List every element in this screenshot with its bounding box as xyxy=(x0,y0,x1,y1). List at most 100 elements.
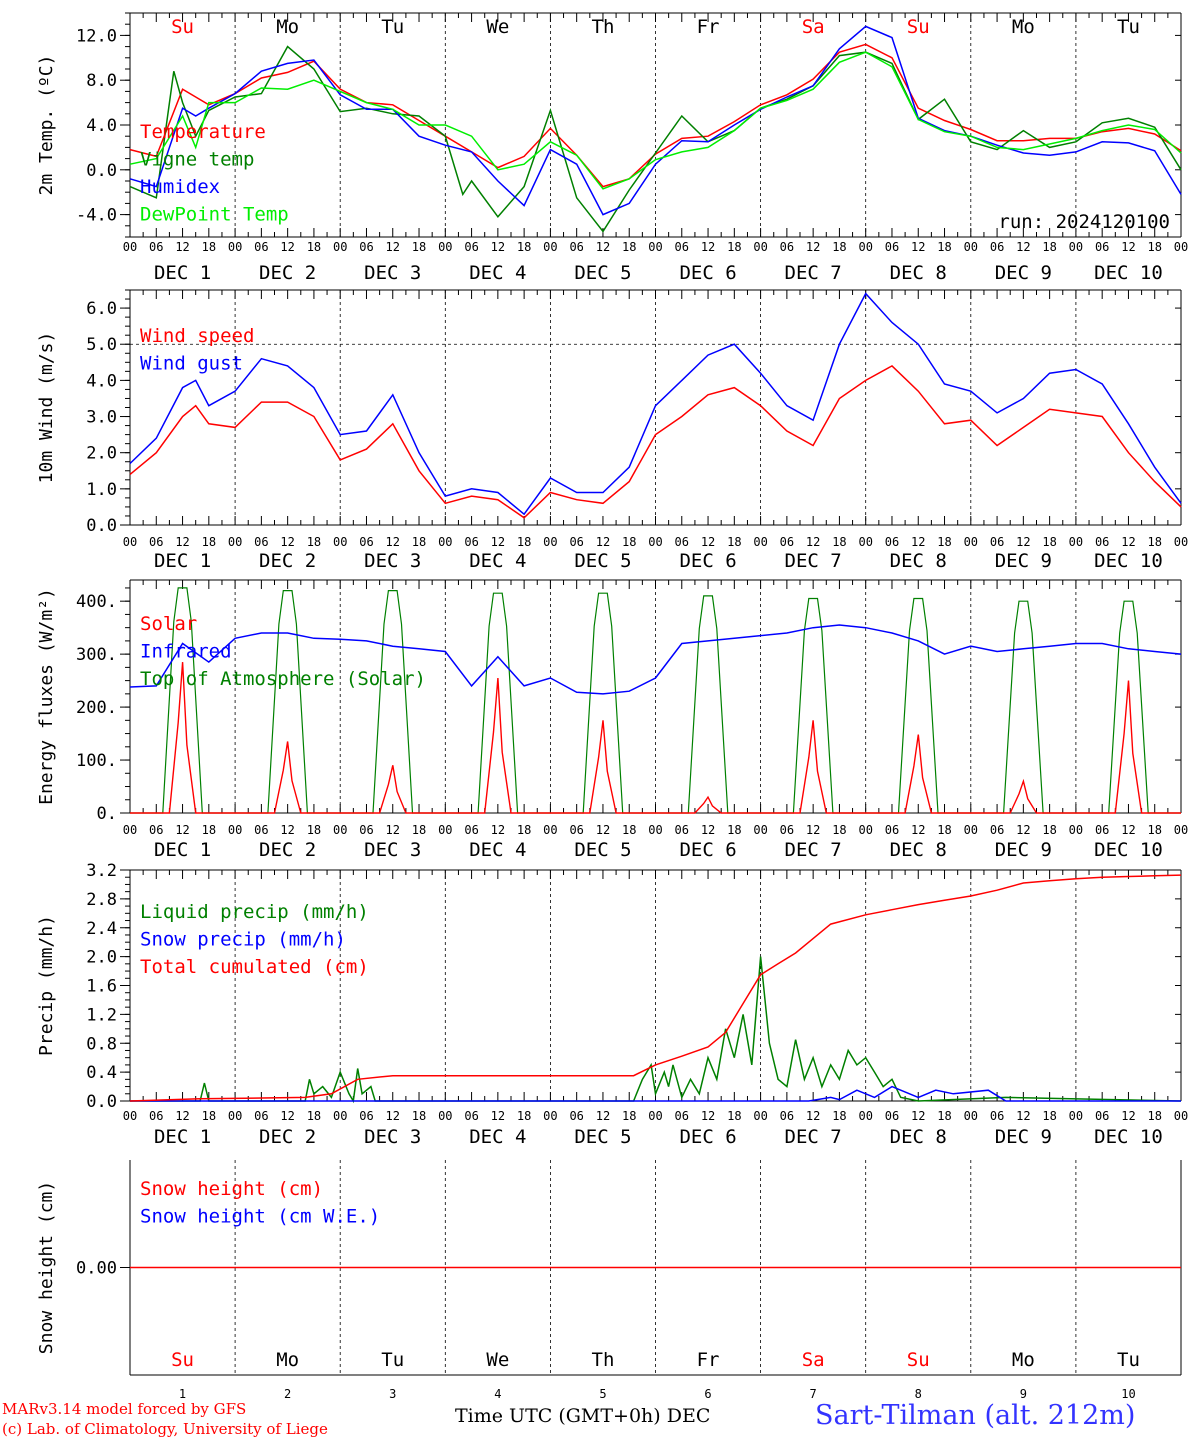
precip-hour-label: 06 xyxy=(990,1109,1004,1123)
energy-hour-label: 12 xyxy=(280,823,294,837)
day-name-bottom: Fr xyxy=(697,1349,720,1371)
wind-hour-label: 06 xyxy=(359,535,373,549)
wind-hour-label: 06 xyxy=(254,535,268,549)
precip-hour-label: 12 xyxy=(911,1109,925,1123)
temp-hour-label: 06 xyxy=(885,240,899,254)
precip-hour-label: 18 xyxy=(307,1109,321,1123)
energy-legend-entry: Solar xyxy=(140,613,197,635)
wind-hour-label: 12 xyxy=(280,535,294,549)
energy-hour-label: 06 xyxy=(359,823,373,837)
precip-hour-label: 00 xyxy=(648,1109,662,1123)
day-number: 5 xyxy=(599,1387,606,1400)
temp-hour-label: 12 xyxy=(280,240,294,254)
wind-y-axis-title: 10m Wind (m/s) xyxy=(36,332,57,484)
precip-hour-label: 00 xyxy=(543,1109,557,1123)
day-name-bottom: Tu xyxy=(381,1349,404,1371)
precip-y-tick-label: 2.4 xyxy=(86,919,117,939)
precip-hour-label: 00 xyxy=(228,1109,242,1123)
day-name-top: Tu xyxy=(1117,16,1140,38)
precip-hour-label: 00 xyxy=(1174,1109,1188,1123)
energy-hour-label: 06 xyxy=(464,823,478,837)
run-annotation: run: 2024120100 xyxy=(998,211,1170,233)
precip-hour-label: 00 xyxy=(438,1109,452,1123)
temp-y-tick-label: 0.0 xyxy=(86,161,117,181)
precip-hour-label: 06 xyxy=(675,1109,689,1123)
wind-legend-entry: Wind speed xyxy=(140,325,254,347)
energy-hour-label: 12 xyxy=(491,823,505,837)
wind-date-label: DEC 9 xyxy=(995,550,1052,572)
precip-hour-label: 06 xyxy=(359,1109,373,1123)
day-name-top: Fr xyxy=(697,16,720,38)
temp-hour-label: 06 xyxy=(569,240,583,254)
energy-hour-label: 00 xyxy=(228,823,242,837)
wind-hour-label: 06 xyxy=(464,535,478,549)
wind-date-label: DEC 2 xyxy=(259,550,316,572)
wind-y-tick-label: 2.0 xyxy=(86,444,117,464)
precip-hour-label: 12 xyxy=(280,1109,294,1123)
wind-series-line-wind-speed xyxy=(129,364,1182,519)
precip-hour-label: 12 xyxy=(175,1109,189,1123)
temp-hour-label: 12 xyxy=(911,240,925,254)
wind-hour-label: 06 xyxy=(149,535,163,549)
precip-hour-label: 06 xyxy=(885,1109,899,1123)
temp-hour-label: 00 xyxy=(543,240,557,254)
energy-hour-label: 12 xyxy=(701,823,715,837)
temp-hour-label: 18 xyxy=(1147,240,1161,254)
temp-hour-label: 18 xyxy=(517,240,531,254)
temp-date-label: DEC 4 xyxy=(469,262,526,284)
day-name-bottom: Th xyxy=(592,1349,615,1371)
temp-date-label: DEC 1 xyxy=(154,262,211,284)
day-name-bottom: Tu xyxy=(1117,1349,1140,1371)
energy-date-label: DEC 1 xyxy=(154,839,211,861)
day-number: 7 xyxy=(810,1387,817,1400)
temp-date-label: DEC 2 xyxy=(259,262,316,284)
energy-y-tick-label: 0. xyxy=(97,804,117,824)
temp-hour-label: 06 xyxy=(359,240,373,254)
wind-hour-label: 18 xyxy=(517,535,531,549)
temp-hour-label: 18 xyxy=(307,240,321,254)
wind-hour-label: 12 xyxy=(1016,535,1030,549)
energy-date-label: DEC 5 xyxy=(574,839,631,861)
energy-date-label: DEC 8 xyxy=(890,839,947,861)
day-number: 2 xyxy=(284,1387,291,1400)
precip-hour-label: 00 xyxy=(964,1109,978,1123)
wind-y-tick-label: 3.0 xyxy=(86,408,117,428)
wind-date-label: DEC 10 xyxy=(1094,550,1163,572)
wind-hour-label: 00 xyxy=(333,535,347,549)
wind-date-label: DEC 4 xyxy=(469,550,526,572)
temp-hour-label: 12 xyxy=(1016,240,1030,254)
energy-hour-label: 06 xyxy=(1095,823,1109,837)
temp-date-label: DEC 7 xyxy=(785,262,842,284)
wind-hour-label: 18 xyxy=(1147,535,1161,549)
energy-hour-label: 00 xyxy=(543,823,557,837)
wind-hour-label: 12 xyxy=(806,535,820,549)
energy-y-axis-title: Energy fluxes (W/m²) xyxy=(36,588,57,805)
wind-hour-label: 00 xyxy=(1174,535,1188,549)
temp-hour-label: 12 xyxy=(596,240,610,254)
temp-hour-label: 18 xyxy=(412,240,426,254)
meteogram-svg: 00 06 12 18 00 06 12 18 00 06 12 18 00 06 12 18 00 06 12 18… xyxy=(36,12,1188,1401)
wind-legend-entry: Wind gust xyxy=(140,353,243,375)
energy-y-tick-label: 200. xyxy=(76,698,117,718)
energy-hour-label: 00 xyxy=(753,823,767,837)
precip-hour-label: 18 xyxy=(727,1109,741,1123)
temp-hour-label: 12 xyxy=(1121,240,1135,254)
wind-hour-label: 00 xyxy=(1069,535,1083,549)
energy-y-tick-label: 300. xyxy=(76,645,117,665)
precip-date-label: DEC 1 xyxy=(154,1126,211,1148)
energy-hour-label: 18 xyxy=(1147,823,1161,837)
wind-hour-label: 00 xyxy=(438,535,452,549)
energy-hour-label: 00 xyxy=(333,823,347,837)
wind-hour-label: 18 xyxy=(622,535,636,549)
energy-date-label: DEC 7 xyxy=(785,839,842,861)
energy-hour-label: 18 xyxy=(202,823,216,837)
energy-hour-label: 18 xyxy=(832,823,846,837)
temp-hour-label: 06 xyxy=(675,240,689,254)
wind-date-label: DEC 6 xyxy=(679,550,736,572)
wind-hour-label: 12 xyxy=(701,535,715,549)
wind-date-label: DEC 7 xyxy=(785,550,842,572)
wind-hour-label: 12 xyxy=(175,535,189,549)
energy-y-tick-label: 100. xyxy=(76,751,117,771)
wind-hour-label: 18 xyxy=(412,535,426,549)
precip-series-line-liquid-precip-mm-h- xyxy=(130,956,1182,1104)
